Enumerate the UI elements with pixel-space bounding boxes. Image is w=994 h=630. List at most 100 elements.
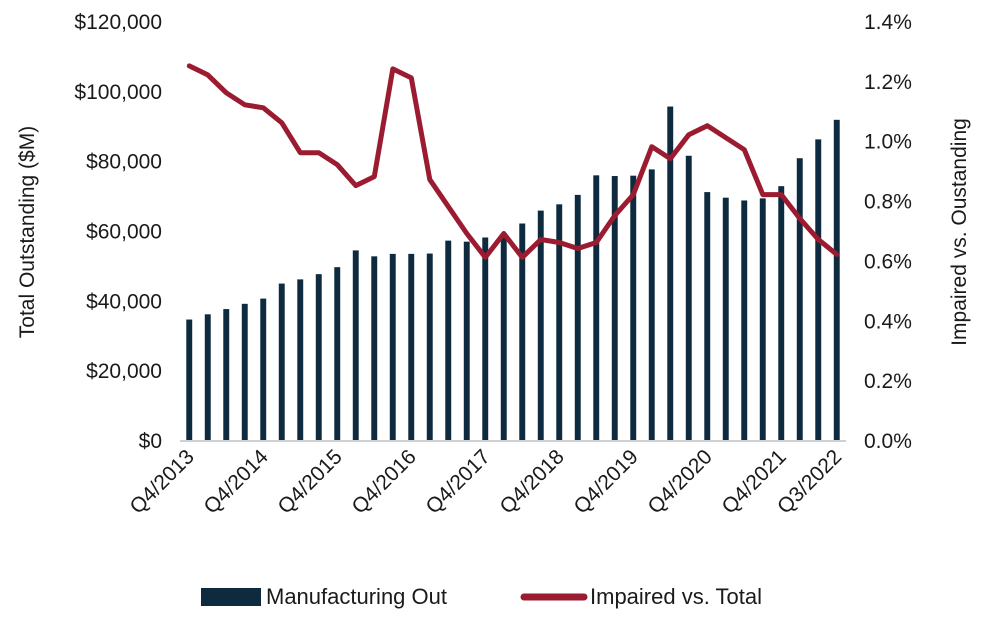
bar	[204, 314, 211, 440]
x-axis-tick-label: Q4/2013	[126, 445, 199, 518]
line-point	[484, 256, 486, 259]
bar	[500, 233, 507, 440]
x-axis-ticks: Q4/2013 Q4/2014 Q4/2015 Q4/2016 Q4/2017 Q4/20…	[126, 445, 847, 518]
bar	[278, 283, 285, 440]
left-axis-ticks: $0 $20,000 $40,000 $60,000 $80,000 $100,000 $1…	[74, 11, 162, 453]
line-point	[799, 217, 801, 220]
bar	[223, 309, 230, 440]
x-axis-tick-label: Q4/2017	[422, 445, 495, 518]
line-point	[355, 185, 357, 187]
bar	[556, 204, 563, 440]
bar	[574, 194, 581, 440]
legend-swatch-bars	[201, 588, 261, 606]
right-axis-title: Impaired vs. Oustanding	[948, 118, 971, 346]
bar	[297, 279, 304, 440]
x-axis-tick-label: Q4/2016	[348, 445, 421, 518]
bar	[815, 139, 822, 440]
bar	[426, 253, 433, 440]
line-point	[392, 68, 394, 70]
right-axis-tick-label: 0.8%	[864, 191, 912, 214]
bar	[186, 319, 193, 440]
line-point	[632, 193, 634, 196]
bar	[519, 223, 526, 440]
line-point	[651, 146, 653, 148]
left-axis-tick-label: $40,000	[86, 290, 162, 313]
bar	[241, 303, 248, 440]
right-axis-tick-label: 0.4%	[864, 310, 912, 333]
line-point	[373, 176, 375, 178]
right-axis-ticks: 0.0% 0.2% 0.4% 0.6% 0.8% 1.0% 1.2% 1.4%	[864, 11, 912, 453]
bar	[722, 197, 729, 440]
line-point	[207, 74, 209, 76]
x-axis-tick-label: Q4/2014	[200, 445, 273, 518]
left-axis-title: Total Outstanding ($M)	[16, 126, 39, 338]
line-point	[706, 125, 708, 127]
line-point	[466, 232, 468, 235]
right-axis-tick-label: 0.6%	[864, 250, 912, 273]
line-point	[225, 92, 227, 94]
impaired-line	[186, 63, 840, 260]
bar	[796, 158, 803, 440]
left-axis-tick-label: $0	[139, 430, 162, 453]
line-point	[336, 164, 338, 166]
x-axis-tick-label: Q4/2020	[644, 445, 717, 518]
left-axis-tick-label: $100,000	[74, 81, 162, 104]
line-point	[318, 152, 320, 154]
bar	[833, 119, 840, 441]
line-point	[410, 77, 412, 79]
line-series-layer	[186, 63, 840, 260]
bar	[260, 298, 267, 440]
left-axis-tick-label: $80,000	[86, 151, 162, 174]
bar	[667, 106, 674, 440]
legend-label-bars: Manufacturing Out	[266, 584, 447, 609]
right-axis-tick-label: 0.0%	[864, 430, 912, 453]
bar	[685, 155, 692, 441]
left-axis-tick-label: $20,000	[86, 360, 162, 383]
bar	[315, 274, 322, 440]
bar	[389, 253, 396, 440]
x-axis-tick-label: Q4/2015	[274, 445, 347, 518]
line-point	[762, 193, 764, 196]
bar	[334, 267, 341, 440]
bar-series	[186, 106, 840, 441]
left-axis-tick-label: $60,000	[86, 221, 162, 244]
bar	[445, 240, 452, 440]
line-point	[521, 256, 523, 259]
bar	[741, 200, 748, 440]
x-axis-tick-label: Q4/2019	[570, 445, 643, 518]
line-point	[558, 241, 560, 244]
right-axis-tick-label: 1.2%	[864, 71, 912, 94]
legend: Manufacturing Out Impaired vs. Total	[201, 584, 762, 609]
x-axis-tick-label: Q4/2018	[496, 445, 569, 518]
line-point	[614, 214, 616, 217]
line-point	[447, 205, 449, 208]
line-point	[743, 149, 745, 151]
bar	[482, 237, 489, 440]
left-axis-tick-label: $120,000	[74, 11, 162, 34]
line-point	[262, 107, 264, 109]
bar	[704, 192, 711, 440]
line-point	[429, 179, 431, 181]
right-axis-tick-label: 1.0%	[864, 131, 912, 154]
line-point	[669, 158, 671, 160]
bar	[611, 176, 618, 440]
bar	[648, 169, 655, 441]
line-point	[725, 137, 727, 139]
line-point	[595, 241, 597, 244]
line-point	[817, 238, 819, 241]
line-point	[688, 134, 690, 136]
bar	[408, 253, 415, 440]
legend-label-line: Impaired vs. Total	[590, 584, 762, 609]
bar	[630, 175, 637, 440]
bar	[537, 210, 544, 440]
line-point	[503, 232, 505, 235]
right-axis-tick-label: 1.4%	[864, 11, 912, 34]
line-point	[281, 122, 283, 124]
line-point	[299, 152, 301, 154]
bar	[778, 186, 785, 440]
line-point	[188, 65, 190, 67]
right-axis-tick-label: 0.2%	[864, 370, 912, 393]
line-point	[540, 238, 542, 241]
bar	[593, 175, 600, 440]
